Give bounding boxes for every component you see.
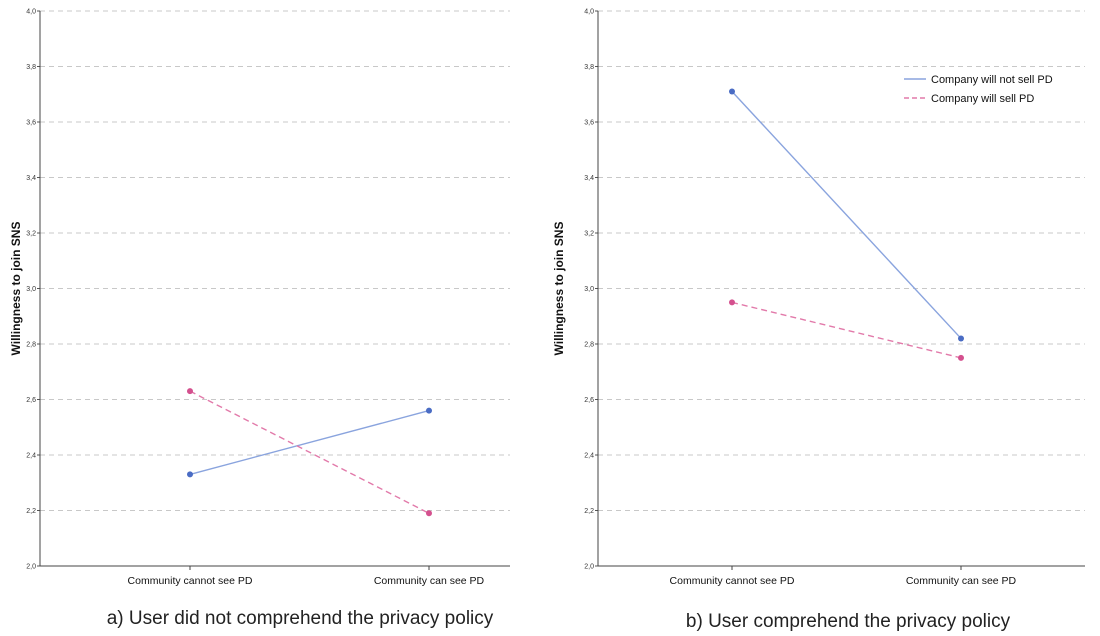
data-point-not-sell	[187, 471, 193, 478]
x-tick-label: Community cannot see PD	[128, 575, 253, 587]
y-tick-label: 2,4	[26, 453, 36, 460]
data-point-sell	[729, 299, 735, 306]
y-tick-label: 2,0	[584, 564, 594, 571]
y-axis-label: Willingness to join SNS	[9, 222, 23, 356]
y-tick-label: 3,2	[26, 231, 36, 238]
series-line-not-sell	[189, 409, 430, 476]
x-tick-label: Community can see PD	[906, 575, 1017, 587]
y-tick-label: 2,2	[26, 508, 36, 515]
series-line-sell	[189, 390, 430, 514]
y-tick-label: 2,2	[584, 508, 594, 515]
legend-label: Company will not sell PD	[931, 74, 1053, 86]
data-point-sell	[426, 510, 432, 517]
legend: Company will not sell PD Company will sel…	[904, 74, 1053, 105]
y-tick-label: 3,8	[584, 64, 594, 71]
y-tick-label: 2,6	[584, 397, 594, 404]
y-tick-label: 3,4	[584, 175, 594, 182]
data-point-not-sell	[729, 88, 735, 95]
data-point-not-sell	[958, 335, 964, 342]
y-tick-label: 2,4	[584, 453, 594, 460]
legend-label: Company will sell PD	[931, 93, 1034, 105]
data-point-sell	[958, 354, 964, 361]
y-tick-label: 3,8	[26, 64, 36, 71]
chart-caption: b) User comprehend the privacy policy	[686, 611, 1011, 632]
chart-caption: a) User did not comprehend the privacy p…	[107, 608, 494, 629]
y-tick-label: 2,8	[584, 342, 594, 349]
y-tick-label: 3,0	[26, 286, 36, 293]
chart-panel-b: 2,0 2,2 2,4 2,6 2,8 3,0 3,2 3,4 3,6 3,8 4,0 Communi…	[552, 9, 1085, 632]
y-tick-label: 3,0	[584, 286, 594, 293]
y-tick-label: 4,0	[26, 9, 36, 16]
y-tick-label: 3,2	[584, 231, 594, 238]
x-tick-label: Community cannot see PD	[670, 575, 795, 587]
y-tick-label: 3,4	[26, 175, 36, 182]
y-tick-label: 2,0	[26, 564, 36, 571]
series-line-sell	[731, 301, 962, 359]
series-line-not-sell	[731, 90, 962, 339]
y-tick-label: 2,6	[26, 397, 36, 404]
y-axis-label: Willingness to join SNS	[552, 222, 566, 356]
x-tick-label: Community can see PD	[374, 575, 485, 587]
y-tick-label: 3,6	[26, 120, 36, 127]
data-point-sell	[187, 388, 193, 395]
y-tick-label: 2,8	[26, 342, 36, 349]
chart-panel-a: 2,0 2,2 2,4 2,6 2,8 3,0 3,2 3,4 3,6 3,8 4,0 Communi…	[9, 9, 510, 629]
y-tick-label: 4,0	[584, 9, 594, 16]
y-tick-label: 3,6	[584, 120, 594, 127]
data-point-not-sell	[426, 407, 432, 414]
